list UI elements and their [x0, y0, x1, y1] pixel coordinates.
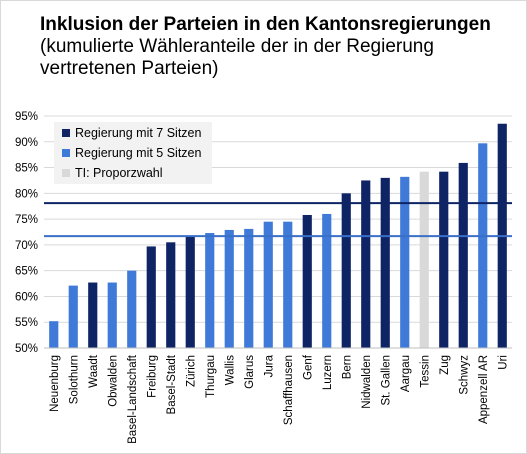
x-tick-label: Solothurn	[68, 355, 80, 404]
x-tick-label: Obwalden	[107, 355, 119, 407]
bar	[478, 143, 488, 348]
x-tick-label: Basel-Stadt	[166, 354, 178, 414]
bar	[400, 176, 410, 348]
legend-label: TI: Proporzwahl	[75, 166, 163, 180]
x-tick-label: Aargau	[400, 355, 412, 392]
bar	[361, 180, 371, 348]
y-tick-label: 60%	[15, 291, 38, 303]
bar	[146, 246, 156, 348]
bar	[283, 221, 293, 348]
y-tick-label: 55%	[15, 317, 38, 329]
x-tick-label: Zürich	[185, 355, 197, 387]
bar	[322, 213, 332, 348]
legend-box	[54, 122, 212, 184]
y-tick-label: 85%	[15, 163, 38, 175]
legend-swatch	[62, 169, 70, 177]
bar	[185, 236, 195, 348]
x-tick-label: Thurgau	[205, 355, 217, 398]
bar	[224, 229, 234, 348]
x-tick-label: Neuenburg	[49, 355, 61, 412]
bar	[244, 228, 254, 348]
y-tick-label: 65%	[15, 266, 38, 278]
y-tick-label: 75%	[15, 214, 38, 226]
bar	[49, 321, 59, 348]
legend-swatch	[62, 149, 70, 157]
x-tick-label: Glarus	[244, 355, 256, 389]
chart-title-block: Inklusion der Parteien in den Kantonsreg…	[40, 14, 510, 80]
x-tick-label: Freiburg	[146, 355, 158, 398]
x-tick-label: Wallis	[224, 355, 236, 385]
bar	[302, 214, 312, 348]
bar	[107, 282, 117, 348]
x-tick-label: Schwyz	[458, 355, 470, 395]
bar	[205, 233, 215, 348]
x-tick-label: Tessin	[419, 355, 431, 388]
y-tick-label: 70%	[15, 240, 38, 252]
x-tick-label: Bern	[341, 355, 353, 379]
y-tick-label: 50%	[15, 343, 38, 355]
x-tick-label: Nidwalden	[361, 355, 373, 409]
bar	[88, 282, 98, 348]
legend-label: Regierung mit 7 Sitzen	[75, 126, 202, 140]
legend-swatch	[62, 129, 70, 137]
bar	[68, 285, 78, 348]
x-tick-label: Jura	[263, 354, 275, 377]
x-tick-label: Waadt	[88, 354, 100, 388]
x-tick-label: Luzern	[322, 355, 334, 390]
x-tick-label: St. Gallen	[380, 355, 392, 406]
y-tick-label: 95%	[15, 111, 38, 123]
legend-label: Regierung mit 5 Sitzen	[75, 146, 202, 160]
bar	[458, 162, 468, 348]
y-tick-label: 90%	[15, 137, 38, 149]
x-tick-label: Schaffhausen	[283, 355, 295, 425]
chart-subtitle: (kumulierte Wähleranteile der in der Reg…	[40, 36, 434, 79]
x-tick-label: Genf	[302, 354, 314, 380]
x-tick-label: Uri	[497, 355, 509, 370]
chart-title: Inklusion der Parteien in den Kantonsreg…	[40, 14, 491, 35]
bar	[341, 193, 351, 348]
x-tick-label: Appenzell AR	[478, 355, 490, 424]
x-tick-label: Zug	[439, 355, 451, 375]
x-tick-label: Basel-Landschaft	[127, 354, 139, 444]
bar	[419, 171, 429, 348]
bar	[439, 171, 449, 348]
bar	[263, 221, 273, 348]
bar	[127, 270, 137, 348]
y-tick-label: 80%	[15, 188, 38, 200]
bar	[380, 177, 390, 348]
bar	[166, 242, 176, 348]
